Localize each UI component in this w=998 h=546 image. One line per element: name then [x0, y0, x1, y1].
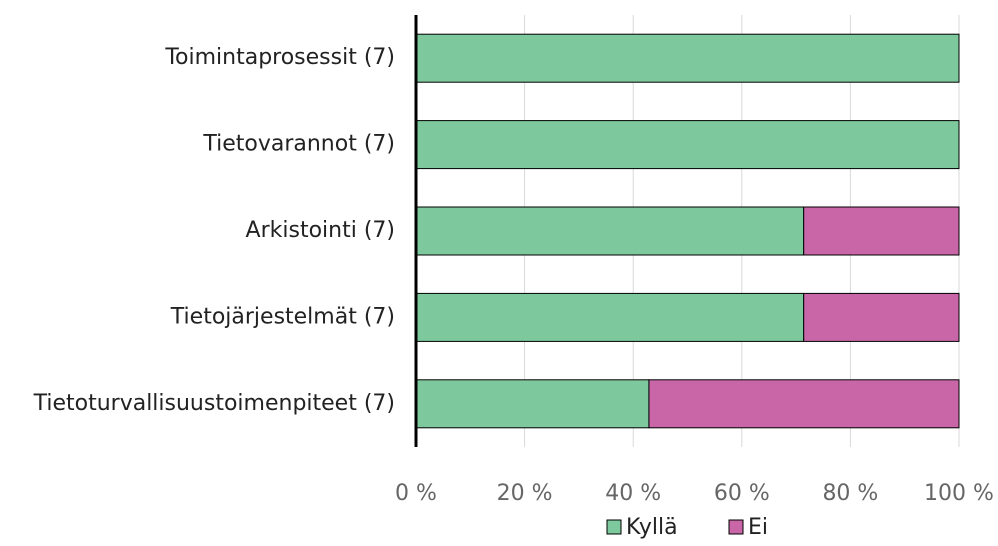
x-tick-label: 100 %	[924, 481, 994, 506]
y-tick-label: Tietojärjestelmät (7)	[170, 304, 395, 329]
bar-segment	[415, 292, 805, 342]
bar-segment	[803, 292, 960, 342]
x-tick-label: 80 %	[822, 481, 878, 506]
legend-swatch	[606, 519, 622, 535]
x-tick-label: 0 %	[395, 481, 437, 506]
bar-segment	[648, 379, 960, 429]
bar-segment	[415, 33, 960, 83]
y-tick-label: Tietoturvallisuustoimenpiteet (7)	[33, 391, 395, 416]
bar-segment	[415, 206, 805, 256]
x-tick-label: 40 %	[605, 481, 661, 506]
legend-swatch	[728, 519, 744, 535]
y-tick-label: Arkistointi (7)	[246, 218, 395, 243]
x-tick-label: 20 %	[497, 481, 553, 506]
legend-label: Kyllä	[626, 515, 678, 540]
x-tick-label: 60 %	[714, 481, 770, 506]
bar-segment	[415, 379, 650, 429]
legend-label: Ei	[748, 515, 768, 540]
bar-segment	[415, 120, 960, 170]
bar-segment	[803, 206, 960, 256]
y-tick-label: Toimintaprosessit (7)	[164, 45, 395, 70]
y-tick-label: Tietovarannot (7)	[202, 132, 395, 157]
